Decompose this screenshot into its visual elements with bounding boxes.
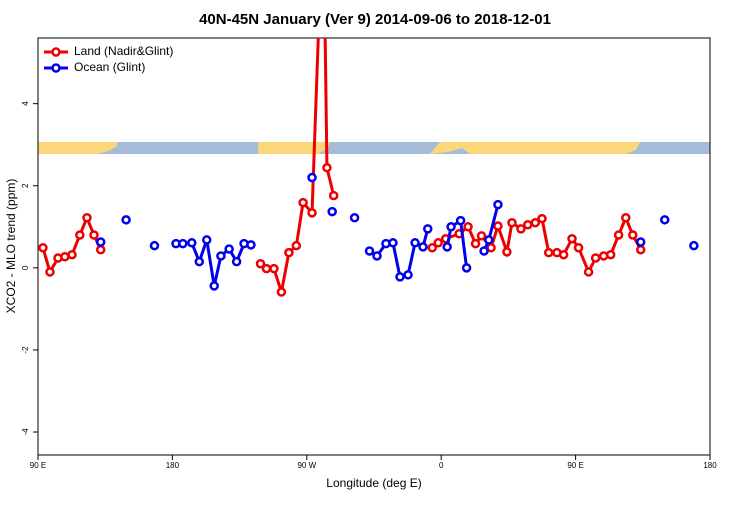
data-point: [246, 240, 256, 250]
data-point: [291, 240, 302, 251]
data-point: [613, 230, 624, 240]
data-point: [621, 213, 631, 223]
data-point: [446, 222, 456, 232]
data-point: [372, 251, 382, 261]
land-mask: [38, 142, 710, 154]
data-point: [628, 230, 638, 240]
data-point: [322, 162, 332, 173]
data-point: [493, 199, 503, 210]
data-point: [486, 242, 496, 253]
data-point: [38, 242, 48, 253]
data-point: [635, 245, 646, 255]
data-point: [523, 219, 533, 230]
data-point: [395, 272, 405, 282]
data-point: [255, 258, 266, 269]
x-tick-label: 180: [166, 461, 180, 470]
data-point: [89, 230, 99, 240]
data-point: [410, 238, 420, 248]
y-tick-label: -4: [21, 428, 30, 436]
y-tick-label: 0: [21, 265, 30, 270]
x-tick-label: 0: [439, 461, 444, 470]
data-point: [95, 237, 106, 247]
data-point: [276, 287, 287, 297]
data-point: [455, 215, 466, 226]
data-point: [269, 263, 279, 274]
data-point: [284, 247, 294, 258]
legend-label: Ocean (Glint): [74, 60, 145, 74]
x-tick-label: 90 W: [297, 461, 316, 470]
y-tick-label: 2: [21, 183, 30, 188]
legend-marker: [51, 47, 61, 57]
data-point: [388, 238, 398, 248]
data-point: [502, 247, 512, 257]
data-point: [433, 238, 443, 248]
data-point: [298, 197, 308, 208]
data-point: [82, 213, 92, 223]
data-point: [530, 217, 541, 228]
data-point: [187, 238, 197, 248]
y-tick-label: -2: [21, 346, 30, 354]
data-point: [349, 213, 360, 223]
data-point: [327, 206, 337, 217]
x-tick-label: 90 E: [567, 461, 583, 470]
data-point: [605, 249, 616, 260]
data-point: [121, 215, 131, 225]
data-point: [583, 267, 594, 277]
data-point: [307, 172, 317, 183]
data-point: [427, 242, 437, 253]
data-point: [660, 215, 670, 225]
data-point: [364, 246, 375, 256]
data-point: [558, 249, 569, 260]
data-point: [484, 235, 494, 245]
data-point: [507, 217, 517, 228]
data-point: [178, 238, 188, 249]
x-tick-label: 90 E: [30, 461, 46, 470]
data-point: [573, 242, 584, 253]
data-point: [328, 190, 339, 201]
data-point: [45, 267, 55, 277]
data-point: [476, 231, 487, 241]
data-point: [224, 244, 234, 254]
data-point: [479, 246, 489, 256]
data-point: [635, 237, 646, 247]
data-point: [590, 253, 601, 263]
data-point: [463, 222, 473, 232]
chart-title: 40N-45N January (Ver 9) 2014-09-06 to 20…: [199, 11, 551, 28]
plot-area: [38, 38, 699, 297]
data-point: [216, 251, 226, 261]
data-point: [149, 240, 160, 251]
data-point: [442, 242, 452, 252]
data-point: [194, 256, 205, 267]
data-point: [67, 249, 77, 260]
data-point: [567, 233, 577, 244]
data-point: [516, 224, 526, 234]
data-point: [403, 270, 413, 280]
data-point: [423, 224, 433, 234]
x-tick-label: 180: [703, 461, 717, 470]
data-point: [201, 235, 212, 245]
legend-marker: [51, 63, 61, 73]
data-point: [261, 263, 272, 274]
data-point: [75, 230, 85, 240]
legend-label: Land (Nadir&Glint): [74, 44, 173, 58]
data-point: [493, 221, 503, 231]
data-point: [461, 263, 472, 273]
data-point: [470, 238, 481, 249]
x-axis-label: Longitude (deg E): [326, 476, 421, 490]
plot-frame: [37, 37, 711, 456]
data-point: [418, 242, 428, 252]
data-point: [95, 245, 106, 255]
y-axis-label: XCO2 - MLO trend (ppm): [4, 179, 18, 314]
data-point: [231, 256, 242, 267]
data-point: [209, 281, 219, 291]
data-point: [537, 213, 547, 224]
data-point: [543, 247, 554, 258]
data-point: [307, 208, 317, 218]
data-point: [689, 240, 699, 251]
y-tick-label: 4: [21, 101, 30, 106]
